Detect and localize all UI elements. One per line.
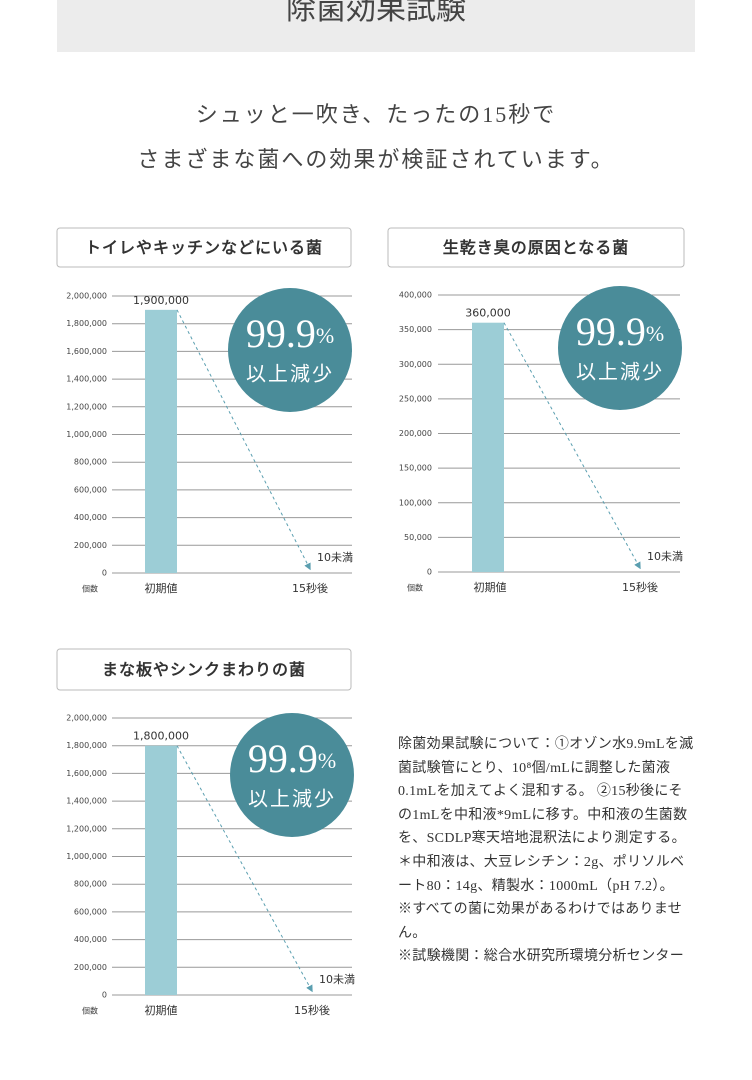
badge-unit: % [316,323,334,348]
y-tick-label: 250,000 [399,394,432,403]
y-tick-label: 400,000 [74,513,107,522]
y-tick-label: 2,000,000 [66,292,107,301]
y-tick-label: 800,000 [74,880,107,889]
y-tick-label: 600,000 [74,485,107,494]
y-tick-label: 1,800,000 [66,741,107,750]
header-box [57,0,695,52]
y-tick-label: 400,000 [74,935,107,944]
y-axis-unit: 個数 [82,1006,98,1016]
y-tick-label: 800,000 [74,458,107,467]
value-label: 10未満 [647,550,683,563]
value-label: 10未満 [317,551,353,564]
y-tick-label: 200,000 [74,963,107,972]
chart-title: 生乾き臭の原因となる菌 [443,238,630,257]
y-tick-label: 1,000,000 [66,430,107,439]
bar [472,322,504,572]
badge-value: 99.9% [246,311,334,356]
x-tick-label: 15秒後 [622,580,658,594]
x-tick-label: 15秒後 [294,1003,330,1017]
y-axis-unit: 個数 [82,584,98,594]
reduction-badge [230,713,354,837]
y-tick-label: 1,200,000 [66,402,107,411]
y-tick-label: 0 [102,991,107,1000]
y-tick-label: 350,000 [399,325,432,334]
y-tick-label: 0 [102,569,107,578]
y-tick-label: 50,000 [404,533,432,542]
y-tick-label: 1,400,000 [66,375,107,384]
value-label: 360,000 [465,307,511,320]
badge-unit: % [646,321,664,346]
badge-number: 99.9 [576,309,646,354]
y-tick-label: 1,200,000 [66,824,107,833]
y-tick-label: 1,600,000 [66,347,107,356]
chart-title-box [56,227,352,268]
y-tick-label: 200,000 [74,541,107,550]
y-tick-label: 200,000 [399,429,432,438]
note-text: ※試験機関：総合水研究所環境分析センター [398,949,684,965]
bar [145,745,177,995]
bar [145,309,177,573]
chart-title: トイレやキッチンなどにいる菌 [85,238,323,257]
y-tick-label: 150,000 [399,464,432,473]
value-label: 1,900,000 [133,294,189,307]
chart-title-box [56,648,352,691]
x-tick-label: 初期値 [145,582,178,595]
x-tick-label: 初期値 [145,1004,178,1017]
intro-line: シュッと一吹き、たったの15秒で [196,102,556,127]
badge-value: 99.9% [576,309,664,354]
header-title: 除菌効果試験 [286,0,466,26]
y-axis-unit: 個数 [407,583,423,593]
chart-title-box [387,227,685,268]
trend-arrow [176,745,313,993]
badge-text: 以上減少 [248,788,336,811]
y-tick-label: 2,000,000 [66,714,107,723]
y-tick-label: 1,800,000 [66,319,107,328]
note-text: 除菌効果試験について：①オゾン水9.9mLを滅菌試験管にとり、10⁸個/mLに調… [398,737,694,894]
y-tick-label: 1,400,000 [66,797,107,806]
reduction-badge [228,288,352,412]
y-tick-label: 100,000 [399,498,432,507]
x-tick-label: 初期値 [474,581,507,594]
value-label: 1,800,000 [133,730,189,743]
trend-arrow [176,309,311,571]
badge-text: 以上減少 [576,361,664,384]
badge-text: 以上減少 [246,363,334,386]
trend-arrow [503,322,641,570]
badge-number: 99.9 [248,736,318,781]
badge-unit: % [318,748,336,773]
y-tick-label: 1,600,000 [66,769,107,778]
y-tick-label: 400,000 [399,291,432,300]
badge-number: 99.9 [246,311,316,356]
intro-line: さまざまな菌への効果が検証されています。 [137,147,614,172]
test-note: 除菌効果試験について：①オゾン水9.9mLを滅菌試験管にとり、10⁸個/mLに調… [398,733,694,969]
reduction-badge [558,286,682,410]
y-tick-label: 300,000 [399,360,432,369]
x-tick-label: 15秒後 [292,581,328,595]
chart-title: まな板やシンクまわりの菌 [102,660,306,679]
y-tick-label: 600,000 [74,907,107,916]
y-tick-label: 0 [427,568,432,577]
y-tick-label: 1,000,000 [66,852,107,861]
badge-value: 99.9% [248,736,336,781]
value-label: 10未満 [319,973,355,986]
note-text: ※すべての菌に効果があるわけではありません。 [398,902,683,941]
